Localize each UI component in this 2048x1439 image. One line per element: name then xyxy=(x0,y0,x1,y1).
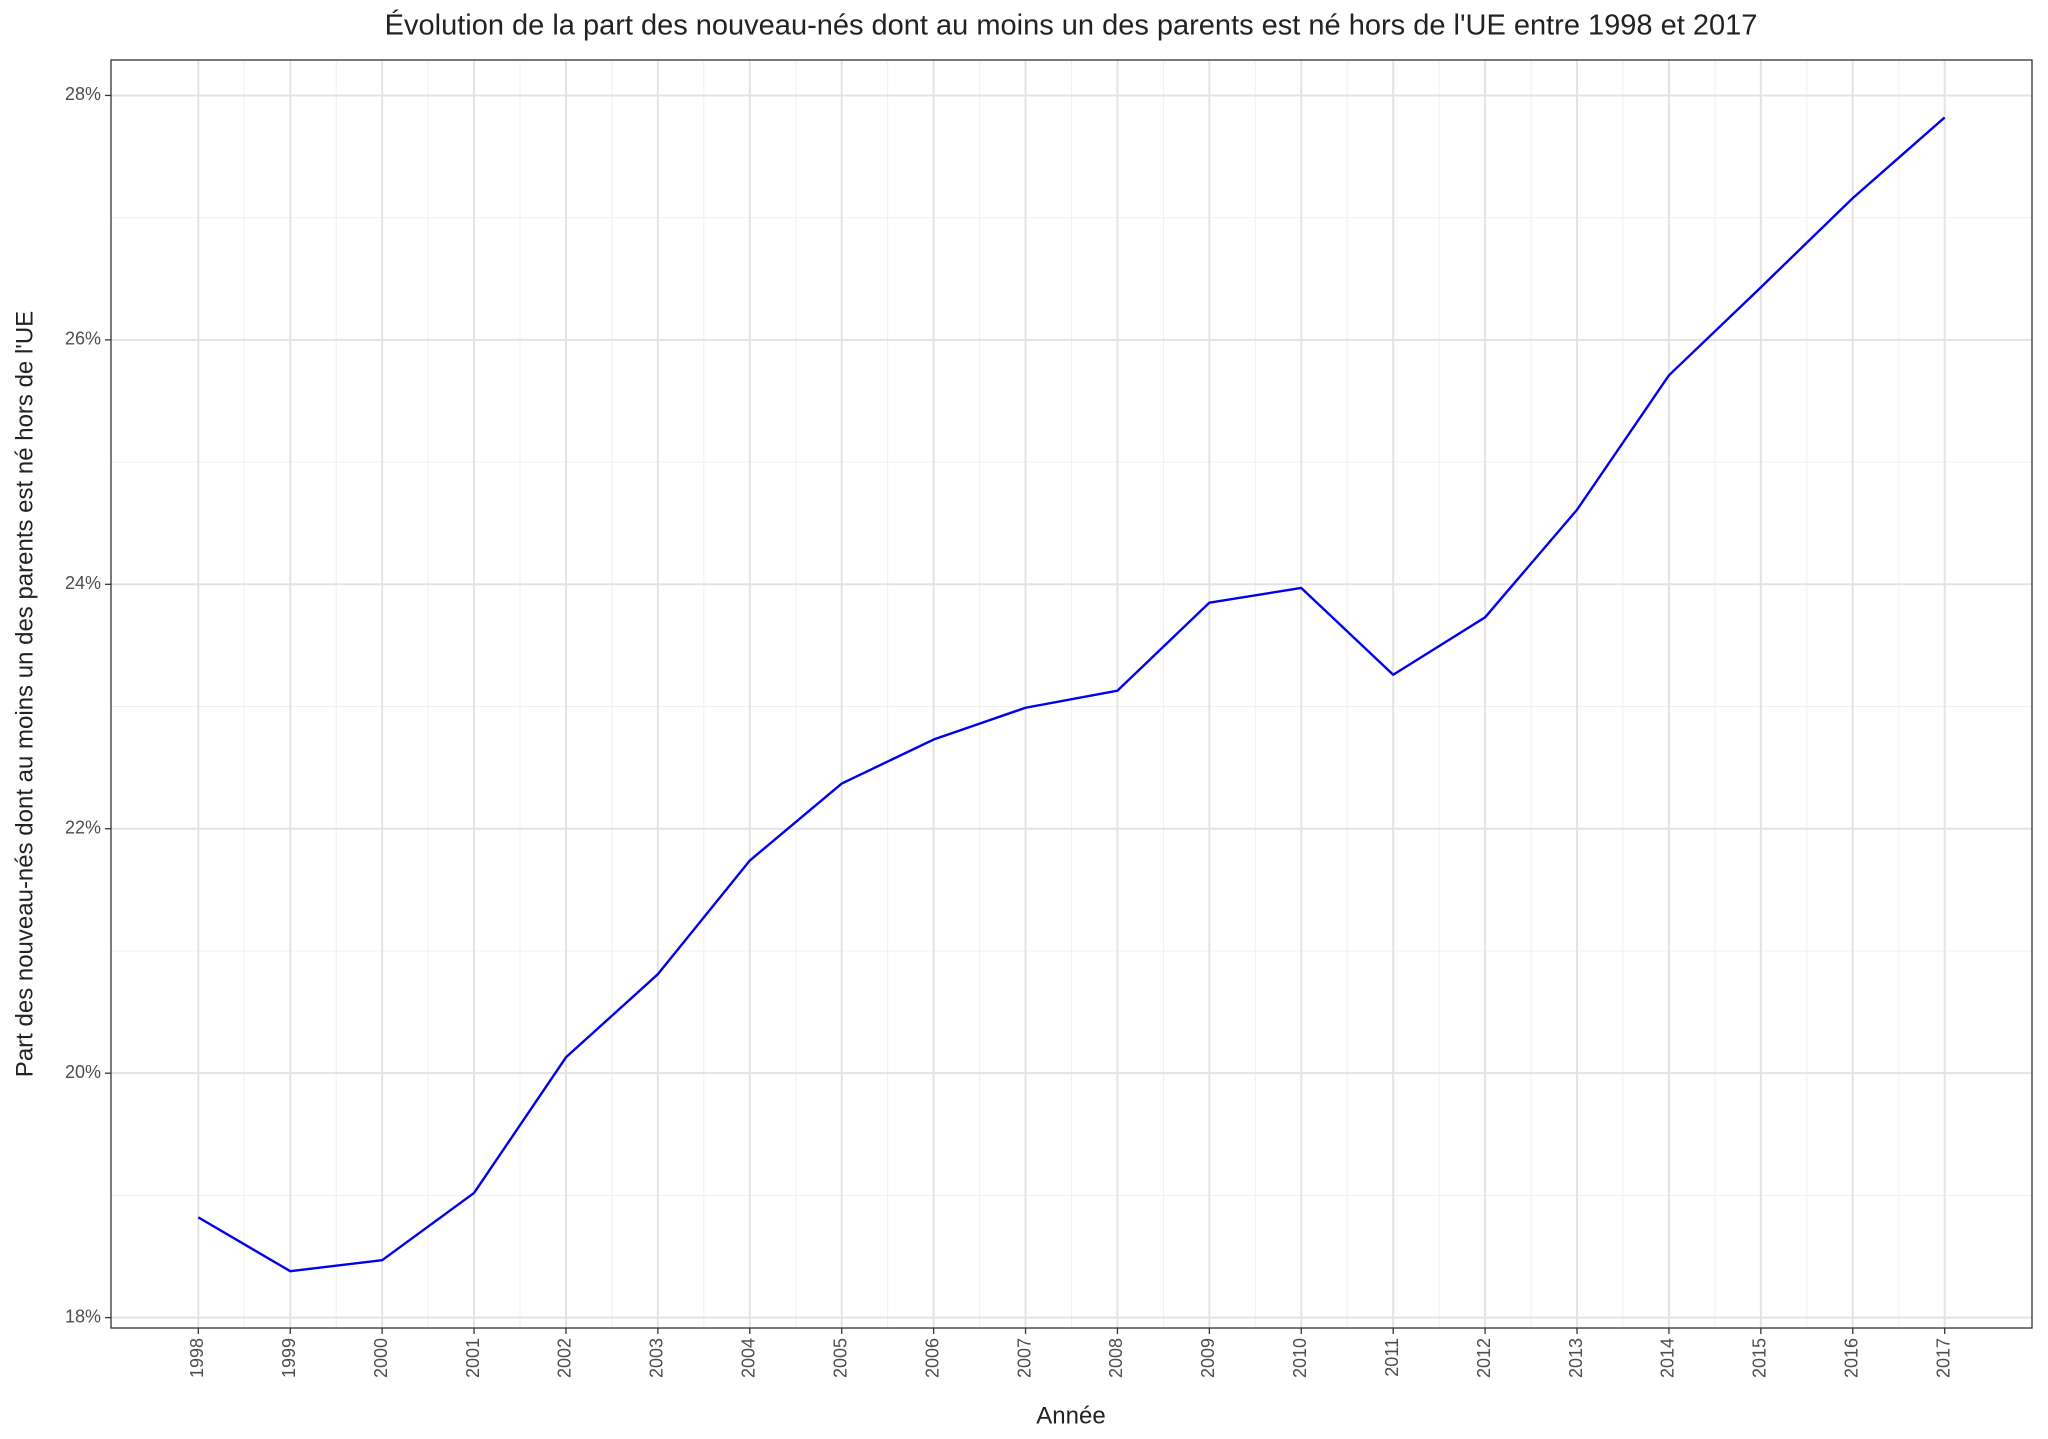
major-grid xyxy=(111,60,2032,1328)
x-tick-label: 2012 xyxy=(1474,1338,1494,1378)
x-tick-label: 2003 xyxy=(647,1338,667,1378)
x-tick-label: 1999 xyxy=(279,1338,299,1378)
x-tick-label: 2015 xyxy=(1750,1338,1770,1378)
x-tick-label: 1998 xyxy=(187,1338,207,1378)
x-tick-label: 2004 xyxy=(739,1338,759,1378)
plot-marks: 18% 20% 22% 24% 26% 28% 1998 1999 2000 2001 2002 20… xyxy=(65,84,1953,1378)
x-tick-label: 2010 xyxy=(1290,1338,1310,1378)
y-tick-label: 28% xyxy=(65,84,101,104)
y-tick-label: 24% xyxy=(65,573,101,593)
y-tick-label: 22% xyxy=(65,817,101,837)
minor-grid xyxy=(111,60,2032,1328)
panel-border xyxy=(110,59,2033,1329)
x-tick-label: 2011 xyxy=(1382,1338,1402,1377)
chart-title: Évolution de la part des nouveau-nés don… xyxy=(385,9,1758,42)
x-axis-title: Année xyxy=(1036,1402,1105,1429)
x-tick-label: 2007 xyxy=(1014,1338,1034,1378)
x-tick-label: 2001 xyxy=(463,1338,483,1378)
x-tick-label: 2013 xyxy=(1566,1338,1586,1378)
x-tick-label: 2000 xyxy=(371,1338,391,1378)
x-tick-label: 2009 xyxy=(1198,1338,1218,1378)
x-tick-label: 2014 xyxy=(1658,1338,1678,1378)
x-tick-label: 2002 xyxy=(555,1338,575,1378)
y-tick-label: 20% xyxy=(65,1062,101,1082)
x-tick-label: 2017 xyxy=(1933,1338,1953,1378)
x-tick-label: 2005 xyxy=(830,1338,850,1378)
y-axis-title: Part des nouveau-nés dont au moins un de… xyxy=(11,311,38,1077)
y-tick-label: 26% xyxy=(65,329,101,349)
x-tick-label: 2006 xyxy=(922,1338,942,1378)
data-line xyxy=(197,116,1946,1273)
y-tick-label: 18% xyxy=(65,1306,101,1326)
x-tick-label: 2016 xyxy=(1842,1338,1862,1378)
x-tick-label: 2008 xyxy=(1106,1338,1126,1378)
